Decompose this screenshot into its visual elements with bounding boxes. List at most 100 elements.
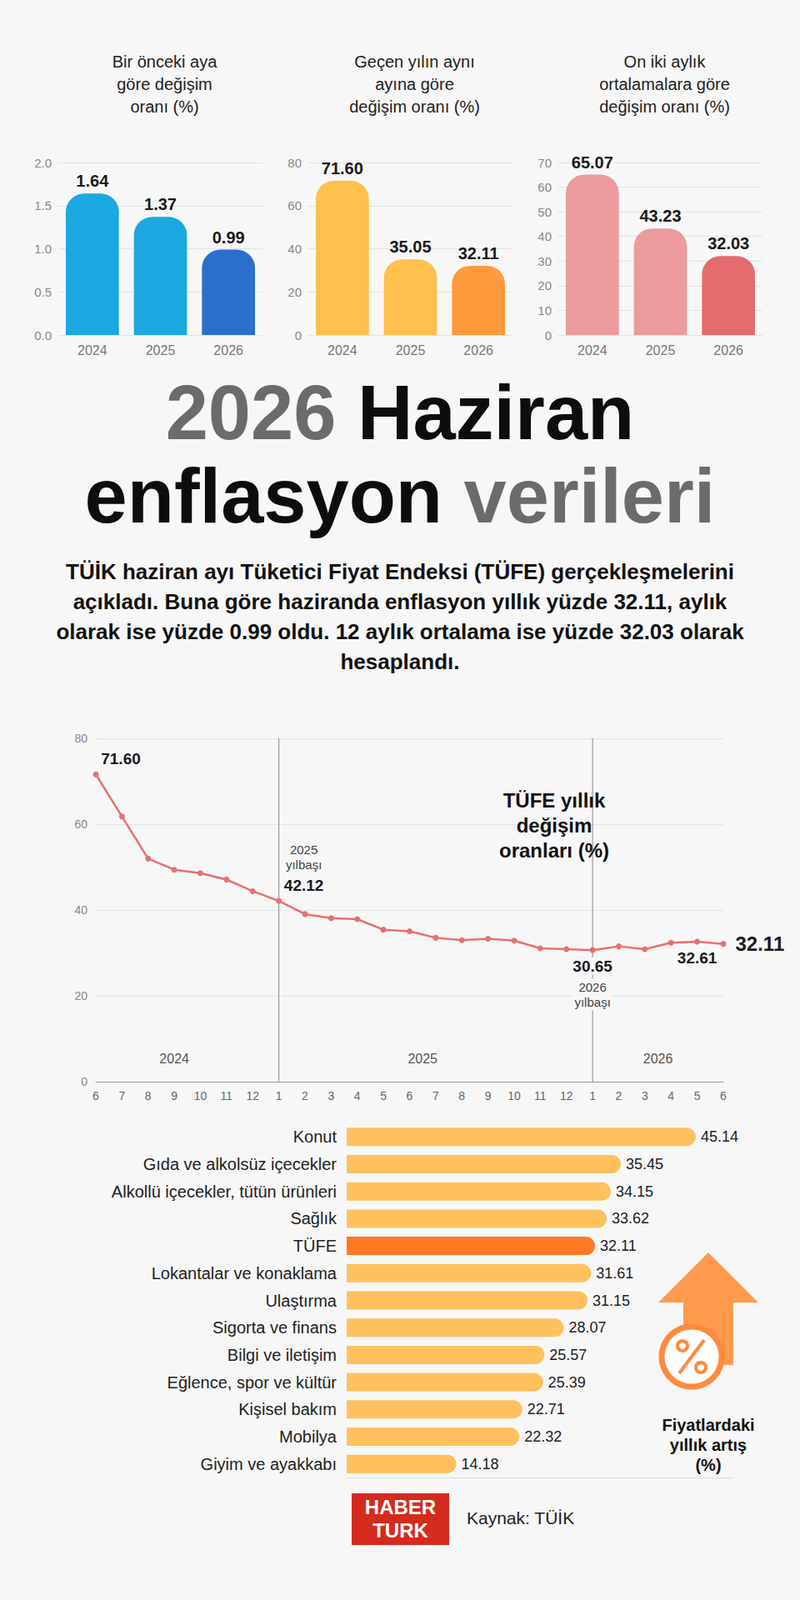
svg-text:2026: 2026 (713, 343, 744, 358)
svg-text:8: 8 (458, 1089, 465, 1103)
svg-text:9: 9 (485, 1089, 492, 1103)
svg-text:Konut: Konut (293, 1127, 338, 1146)
svg-text:1: 1 (275, 1089, 283, 1103)
svg-text:0.99: 0.99 (212, 228, 245, 247)
svg-text:80: 80 (74, 731, 88, 745)
svg-text:7: 7 (432, 1089, 440, 1103)
svg-text:3: 3 (327, 1089, 335, 1103)
svg-text:0: 0 (545, 328, 552, 343)
svg-text:TÜFE: TÜFE (293, 1236, 337, 1255)
svg-text:80: 80 (287, 155, 302, 170)
svg-text:1.0: 1.0 (34, 241, 52, 256)
svg-text:2025: 2025 (645, 343, 676, 358)
svg-text:değişim oranı (%): değişim oranı (%) (599, 97, 730, 116)
svg-text:TÜFE yıllık: TÜFE yıllık (503, 789, 606, 812)
svg-text:10: 10 (194, 1089, 208, 1103)
svg-text:4: 4 (354, 1089, 361, 1103)
svg-text:1.37: 1.37 (144, 195, 177, 214)
svg-text:10: 10 (537, 303, 552, 318)
svg-text:2025: 2025 (407, 1051, 438, 1066)
svg-text:1: 1 (589, 1089, 596, 1103)
svg-text:5: 5 (380, 1089, 387, 1103)
svg-text:60: 60 (537, 180, 552, 195)
svg-text:28.07: 28.07 (568, 1319, 606, 1336)
svg-text:2025: 2025 (290, 842, 318, 857)
svg-text:12: 12 (560, 1089, 574, 1103)
svg-text:yıllık artış: yıllık artış (670, 1435, 747, 1455)
svg-text:20: 20 (287, 285, 302, 300)
svg-text:oranları (%): oranları (%) (499, 839, 610, 862)
svg-text:0.0: 0.0 (34, 328, 52, 343)
svg-text:14.18: 14.18 (461, 1455, 500, 1473)
svg-text:3: 3 (641, 1089, 649, 1103)
svg-text:Bilgi ve iletişim: Bilgi ve iletişim (227, 1345, 337, 1365)
svg-text:oranı (%): oranı (%) (130, 97, 199, 116)
svg-text:7: 7 (118, 1089, 125, 1103)
svg-text:25.57: 25.57 (549, 1346, 587, 1364)
svg-text:1.5: 1.5 (34, 198, 52, 213)
svg-text:22.71: 22.71 (527, 1400, 565, 1418)
svg-text:50: 50 (537, 205, 552, 220)
svg-text:30.65: 30.65 (572, 957, 613, 975)
svg-text:40: 40 (287, 241, 302, 256)
svg-text:Eğlence, spor ve kültür: Eğlence, spor ve kültür (167, 1373, 338, 1392)
svg-text:2024: 2024 (159, 1051, 190, 1066)
svg-text:60: 60 (287, 198, 302, 213)
svg-text:ortalamalara göre: ortalamalara göre (599, 75, 730, 94)
svg-text:0: 0 (80, 1075, 88, 1089)
svg-text:(%): (%) (695, 1455, 721, 1475)
svg-text:2.0: 2.0 (34, 155, 52, 170)
svg-text:Ulaştırma: Ulaştırma (265, 1291, 337, 1310)
svg-text:Lokantalar ve konaklama: Lokantalar ve konaklama (151, 1264, 338, 1283)
svg-text:42.12: 42.12 (284, 876, 325, 895)
svg-text:34.15: 34.15 (615, 1183, 654, 1200)
svg-text:40: 40 (537, 229, 552, 244)
svg-text:yılbaşı: yılbaşı (574, 995, 610, 1010)
svg-text:40: 40 (74, 903, 88, 917)
svg-text:2026: 2026 (578, 980, 606, 995)
svg-text:değişim oranı (%): değişim oranı (%) (349, 97, 480, 116)
svg-text:8: 8 (145, 1089, 152, 1103)
svg-text:31.15: 31.15 (592, 1292, 630, 1310)
svg-text:2026: 2026 (463, 343, 494, 358)
svg-text:25.39: 25.39 (548, 1374, 586, 1391)
svg-text:31.61: 31.61 (595, 1265, 634, 1282)
svg-text:2024: 2024 (327, 343, 358, 358)
svg-text:32.11: 32.11 (735, 932, 785, 955)
svg-text:32.11: 32.11 (458, 244, 500, 263)
svg-text:2026: 2026 (213, 343, 244, 358)
svg-text:2024: 2024 (577, 343, 608, 358)
svg-text:35.45: 35.45 (625, 1155, 664, 1173)
svg-text:22.32: 22.32 (524, 1428, 562, 1445)
svg-text:Geçen yılın aynı: Geçen yılın aynı (354, 52, 475, 71)
svg-text:2025: 2025 (395, 343, 426, 358)
svg-text:11: 11 (220, 1089, 234, 1103)
svg-text:2: 2 (615, 1089, 623, 1103)
svg-text:Gıda ve alkolsüz içecekler: Gıda ve alkolsüz içecekler (143, 1155, 338, 1174)
svg-text:5: 5 (694, 1089, 701, 1103)
svg-text:71.60: 71.60 (100, 750, 141, 768)
svg-text:33.62: 33.62 (611, 1210, 650, 1227)
svg-text:Sağlık: Sağlık (290, 1209, 338, 1228)
svg-text:65.07: 65.07 (571, 153, 614, 172)
svg-text:11: 11 (534, 1089, 547, 1103)
svg-text:32.03: 32.03 (707, 234, 750, 253)
svg-text:35.05: 35.05 (389, 237, 431, 256)
svg-text:6: 6 (406, 1089, 414, 1103)
svg-text:göre değişim: göre değişim (116, 75, 213, 94)
svg-text:Bir önceki aya: Bir önceki aya (112, 52, 218, 71)
svg-text:30: 30 (537, 254, 552, 269)
svg-text:20: 20 (74, 989, 88, 1003)
svg-text:2026: 2026 (643, 1051, 674, 1066)
svg-text:ayına göre: ayına göre (375, 75, 455, 94)
svg-text:12: 12 (245, 1089, 260, 1103)
svg-text:71.60: 71.60 (321, 159, 364, 178)
svg-text:yılbaşı: yılbaşı (285, 857, 322, 872)
svg-text:9: 9 (170, 1089, 178, 1103)
svg-text:Kişisel bakım: Kişisel bakım (238, 1400, 337, 1419)
svg-text:Giyim ve ayakkabı: Giyim ve ayakkabı (200, 1455, 337, 1474)
svg-text:10: 10 (507, 1089, 521, 1103)
svg-text:Fiyatlardaki: Fiyatlardaki (661, 1415, 755, 1435)
svg-text:1.64: 1.64 (75, 171, 110, 190)
svg-text:On iki aylık: On iki aylık (624, 52, 707, 71)
